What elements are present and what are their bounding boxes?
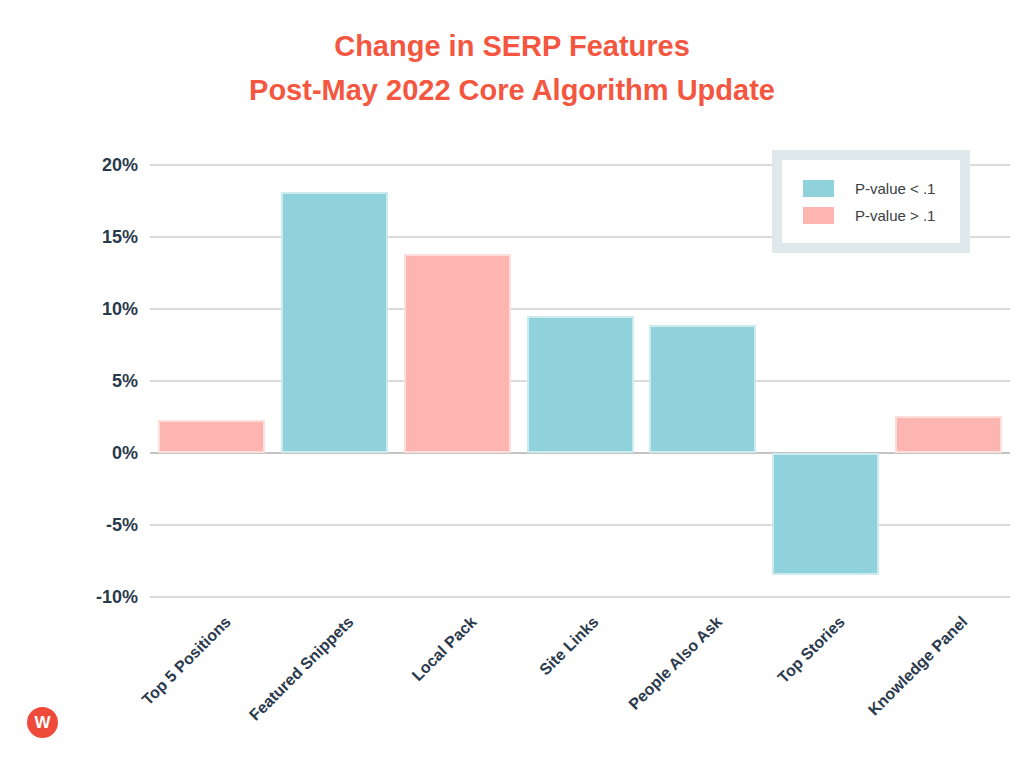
bar-knowledge-panel bbox=[895, 416, 1002, 453]
serp-features-chart: Change in SERP Features Post-May 2022 Co… bbox=[0, 0, 1024, 768]
legend: P-value < .1 P-value > .1 bbox=[772, 150, 970, 253]
y-axis-tick-label: -10% bbox=[96, 586, 138, 608]
legend-item-significant: P-value < .1 bbox=[803, 180, 960, 197]
legend-item-not-significant: P-value > .1 bbox=[803, 207, 960, 224]
bar-featured-snippets bbox=[281, 192, 388, 453]
chart-title-line1: Change in SERP Features bbox=[0, 24, 1024, 68]
bar-top-5-positions bbox=[158, 420, 265, 453]
x-axis-label: Top Stories bbox=[774, 613, 848, 687]
bar-top-stories bbox=[772, 453, 879, 575]
chart-title: Change in SERP Features Post-May 2022 Co… bbox=[0, 24, 1024, 112]
gridline bbox=[150, 596, 1010, 598]
y-axis-tick-label: 5% bbox=[112, 370, 138, 392]
x-axis-label: Site Links bbox=[537, 613, 603, 679]
brand-logo-badge: W bbox=[27, 707, 58, 738]
y-axis-tick-label: 15% bbox=[102, 226, 138, 248]
x-axis-label: Knowledge Panel bbox=[865, 613, 971, 719]
x-axis-label: Local Pack bbox=[408, 613, 480, 685]
gridline bbox=[150, 524, 1010, 526]
legend-label: P-value < .1 bbox=[855, 180, 935, 197]
x-axis-label: Featured Snippets bbox=[246, 613, 357, 724]
legend-label: P-value > .1 bbox=[855, 207, 935, 224]
y-axis-tick-label: 0% bbox=[112, 442, 138, 464]
bar-local-pack bbox=[404, 254, 511, 453]
legend-swatch-teal bbox=[803, 180, 834, 197]
x-axis-label: Top 5 Positions bbox=[138, 613, 234, 709]
gridline bbox=[150, 308, 1010, 310]
bar-site-links bbox=[527, 316, 634, 453]
legend-swatch-pink bbox=[803, 207, 834, 224]
logo-letter: W bbox=[34, 713, 50, 733]
x-axis-label: People Also Ask bbox=[625, 613, 726, 714]
bar-people-also-ask bbox=[649, 325, 756, 453]
chart-title-line2: Post-May 2022 Core Algorithm Update bbox=[0, 68, 1024, 112]
y-axis-tick-label: 10% bbox=[102, 298, 138, 320]
y-axis-tick-label: 20% bbox=[102, 154, 138, 176]
y-axis-tick-label: -5% bbox=[106, 514, 138, 536]
